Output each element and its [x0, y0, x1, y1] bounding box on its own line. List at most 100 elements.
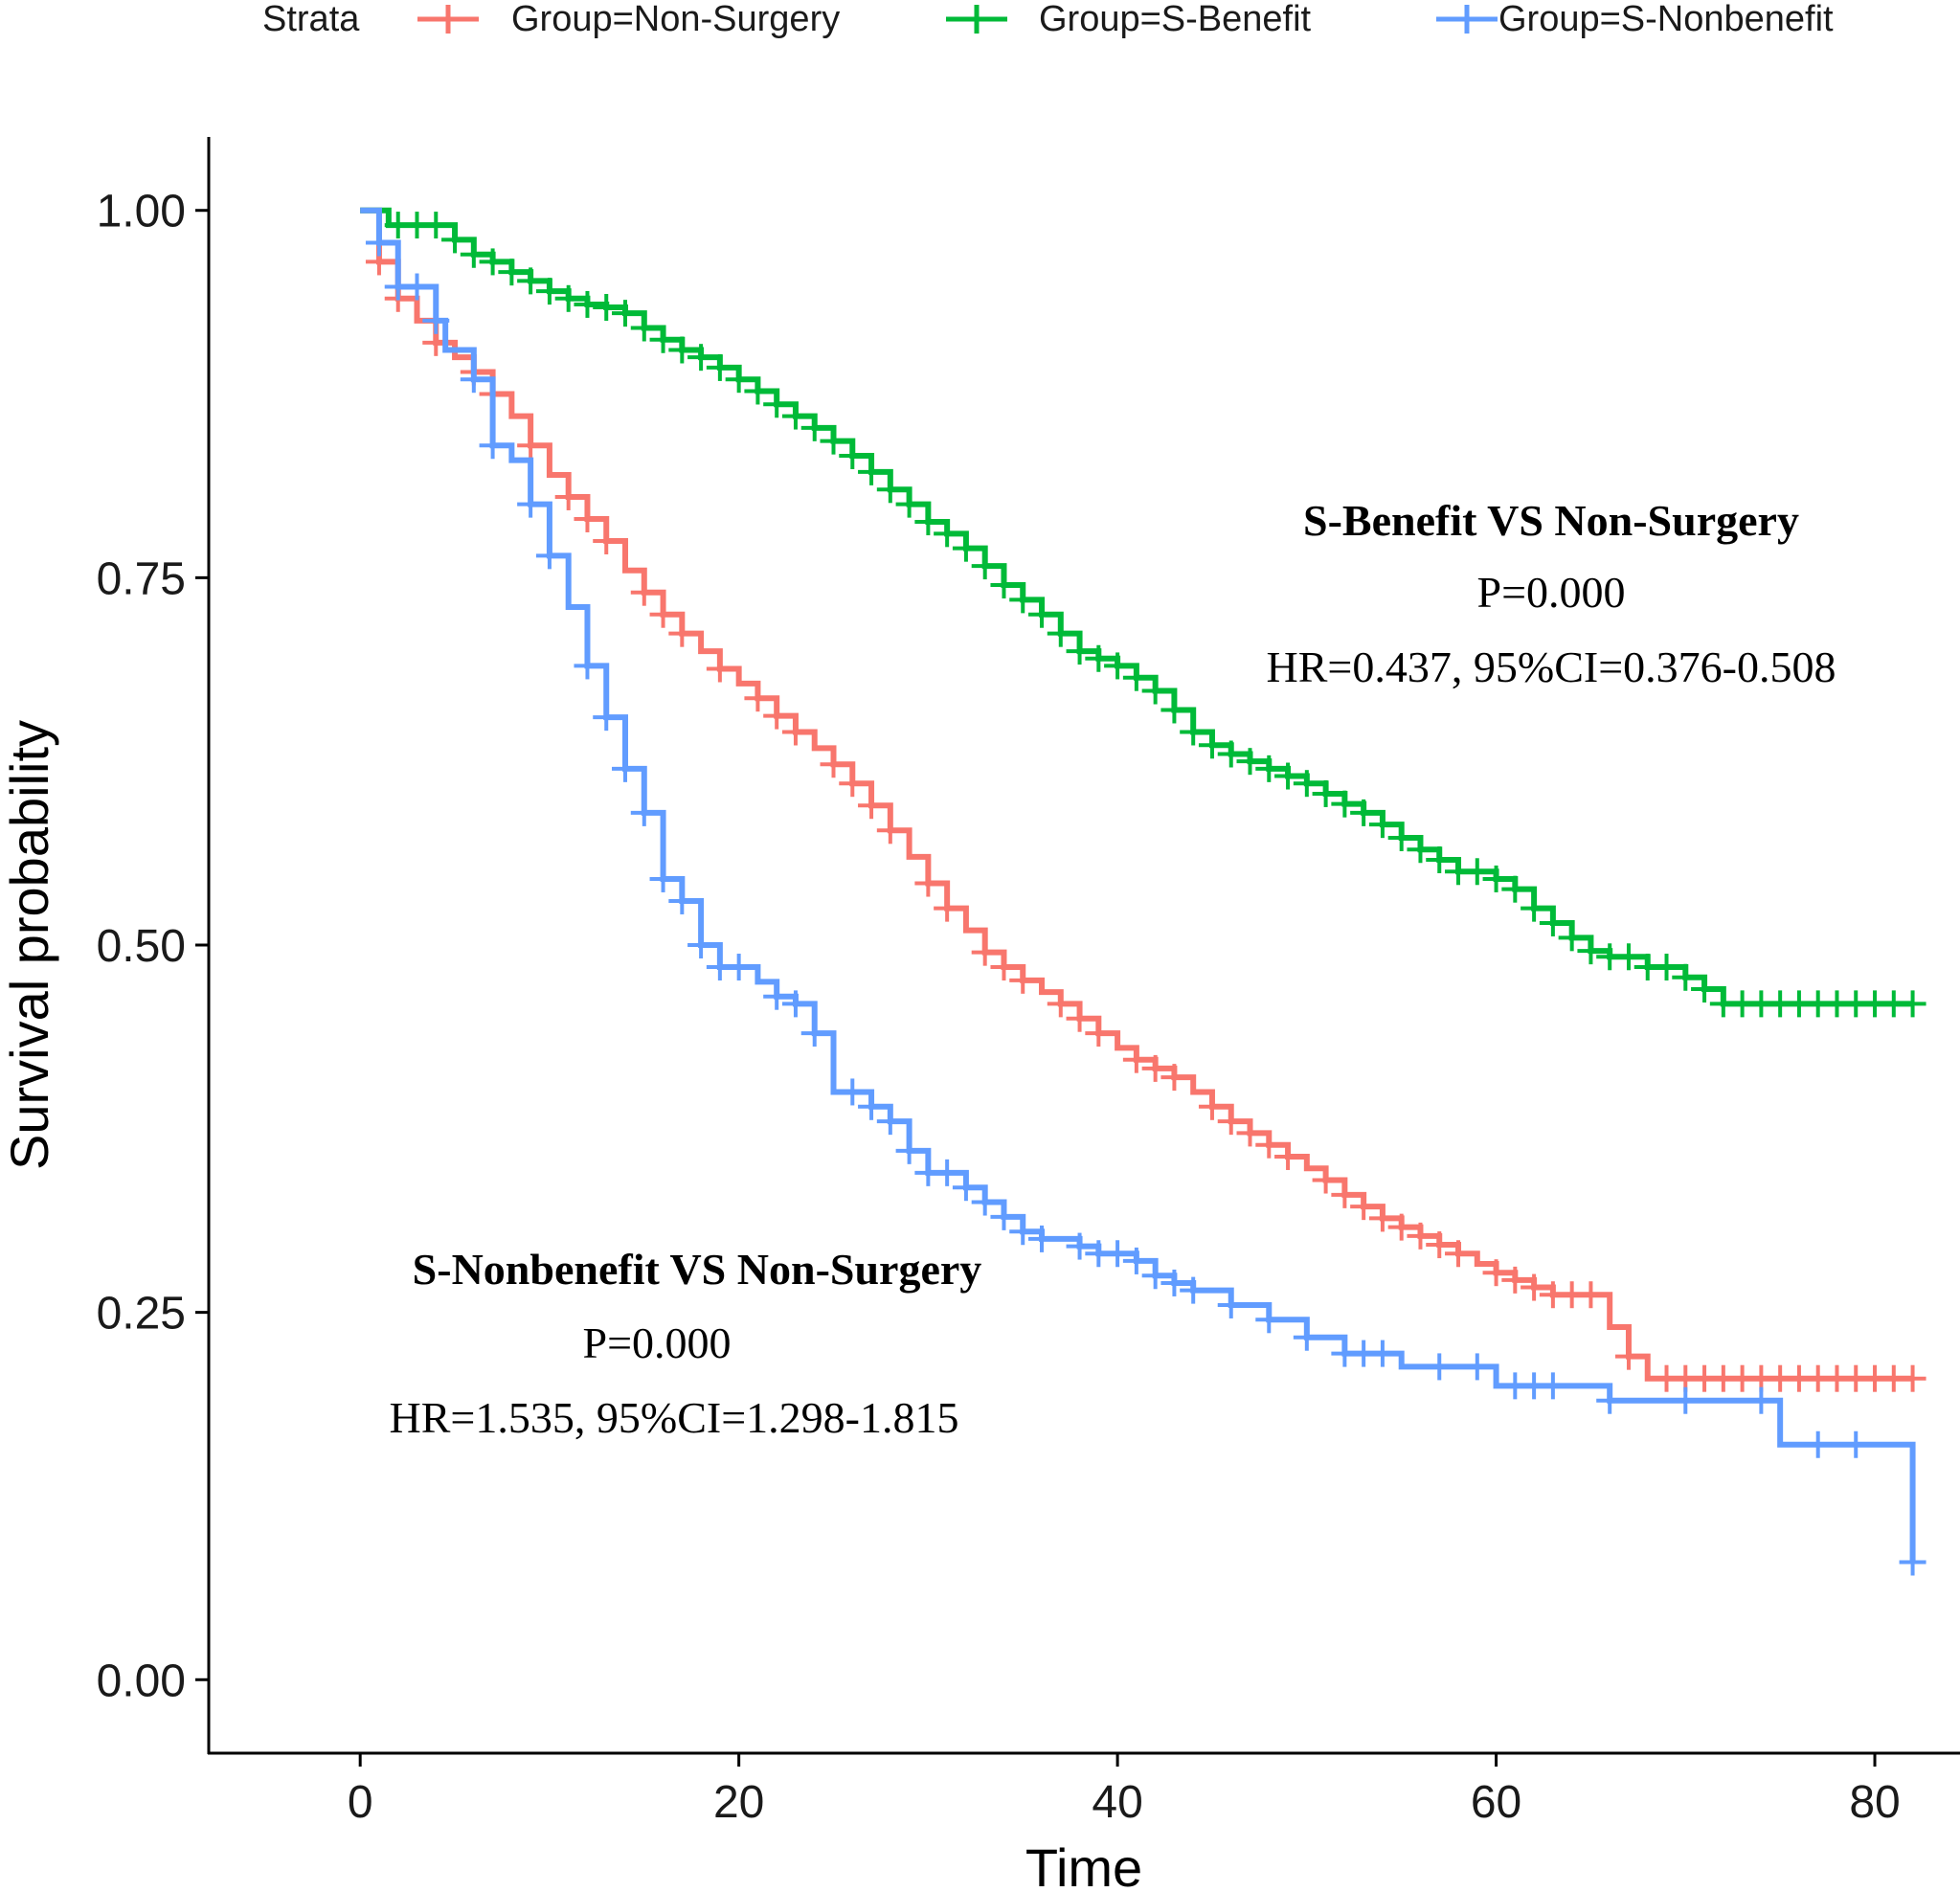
censor-mark-non-surgery [1331, 1181, 1359, 1208]
x-tick-label-0: 0 [348, 1777, 373, 1828]
legend-item-s-benefit: Group=S-Benefit [946, 0, 1312, 39]
censor-mark-s-benefit [441, 226, 469, 254]
censor-mark-s-nonbenefit [1141, 1262, 1169, 1290]
censor-mark-non-surgery [1255, 1131, 1283, 1159]
censor-mark-s-nonbenefit [460, 366, 487, 394]
censor-mark-s-benefit [1426, 845, 1453, 873]
censor-mark-s-benefit [687, 344, 715, 372]
censor-mark-non-surgery [876, 817, 904, 845]
censor-mark-non-surgery [1501, 1266, 1529, 1294]
legend-item-non-surgery: Group=Non-Surgery [417, 0, 840, 39]
censor-mark-s-nonbenefit [1842, 1430, 1870, 1458]
censor-mark-s-benefit [800, 414, 828, 441]
censor-mark-s-benefit [706, 353, 733, 381]
censor-mark-s-benefit [1217, 740, 1245, 768]
censor-mark-s-benefit [1104, 652, 1132, 680]
censor-mark-s-nonbenefit [593, 704, 620, 732]
x-axis-title: Time [1025, 1837, 1142, 1892]
censor-mark-s-benefit [1331, 790, 1359, 818]
censor-mark-s-nonbenefit [630, 799, 658, 826]
censor-mark-s-benefit [820, 427, 847, 455]
censor-mark-s-benefit [1312, 779, 1340, 807]
legend-item-s-nonbenefit: Group=S-Nonbenefit [1436, 0, 1834, 39]
censor-mark-non-surgery [1274, 1142, 1302, 1170]
censor-mark-s-benefit [1028, 600, 1056, 628]
censor-mark-s-nonbenefit [1160, 1269, 1188, 1296]
censor-mark-s-nonbenefit [612, 755, 640, 782]
censor-mark-s-benefit [839, 441, 867, 469]
censor-mark-s-nonbenefit [422, 306, 450, 334]
x-tick-label-20: 20 [713, 1777, 764, 1828]
series-s-nonbenefit [360, 207, 1926, 1576]
censor-mark-s-benefit [744, 377, 772, 405]
censor-mark-s-nonbenefit [1596, 1386, 1624, 1414]
censor-mark-non-surgery [1577, 1281, 1605, 1309]
series-s-benefit [360, 207, 1926, 1018]
annotation-s-nonbenefit-title: S-Nonbenefit VS Non-Surgery [413, 1245, 982, 1294]
censor-mark-non-surgery [1482, 1259, 1510, 1287]
censor-mark-s-benefit [1899, 990, 1926, 1018]
censor-mark-s-benefit [895, 490, 923, 518]
censor-mark-s-benefit [422, 212, 450, 239]
censor-mark-s-benefit [952, 534, 980, 562]
censor-mark-s-benefit [1085, 644, 1113, 672]
annotation-s-benefit: S-Benefit VS Non-Surgery P=0.000 HR=0.43… [1267, 496, 1836, 691]
censor-mark-non-surgery [1160, 1064, 1188, 1092]
censor-mark-non-surgery [820, 751, 847, 778]
y-tick-label-0.75: 0.75 [97, 553, 186, 604]
survival-curves [360, 207, 1926, 1576]
censor-mark-non-surgery [1312, 1166, 1340, 1194]
censor-mark-s-nonbenefit [1180, 1276, 1207, 1304]
censor-mark-s-nonbenefit [479, 432, 507, 460]
censor-mark-non-surgery [1387, 1213, 1415, 1241]
censor-mark-s-nonbenefit [1368, 1340, 1396, 1367]
censor-mark-s-benefit [535, 278, 563, 305]
censor-mark-non-surgery [630, 578, 658, 606]
censor-mark-non-surgery [1407, 1222, 1434, 1250]
censor-mark-s-nonbenefit [990, 1203, 1018, 1230]
censor-mark-s-nonbenefit [800, 1020, 828, 1047]
censor-mark-non-surgery [1445, 1240, 1473, 1268]
censor-mark-s-nonbenefit [1293, 1323, 1320, 1351]
censor-mark-s-benefit [725, 366, 753, 394]
censor-mark-non-surgery [934, 894, 961, 922]
censor-mark-s-nonbenefit [839, 1078, 867, 1106]
censor-mark-non-surgery [706, 655, 733, 683]
censor-mark-s-benefit [876, 476, 904, 504]
censor-mark-non-surgery [839, 770, 867, 798]
legend-label-s-benefit: Group=S-Benefit [1039, 0, 1312, 39]
censor-mark-s-nonbenefit [1217, 1291, 1245, 1318]
censor-mark-non-surgery [1899, 1364, 1926, 1392]
censor-mark-s-nonbenefit [535, 542, 563, 570]
annotation-s-benefit-p: P=0.000 [1476, 568, 1625, 617]
y-tick-label-0.25: 0.25 [97, 1289, 186, 1340]
censor-mark-s-nonbenefit [895, 1137, 923, 1164]
censor-mark-s-nonbenefit [1539, 1372, 1566, 1400]
censor-mark-s-nonbenefit [1899, 1548, 1926, 1576]
censor-mark-non-surgery [1141, 1054, 1169, 1082]
censor-mark-s-benefit [668, 336, 696, 364]
y-axis-title: Survival probability [0, 720, 59, 1170]
censor-mark-s-benefit [971, 552, 999, 580]
censor-mark-s-benefit [1558, 924, 1586, 952]
x-tick-label-60: 60 [1471, 1777, 1521, 1828]
censor-mark-s-benefit [1350, 799, 1378, 826]
censor-mark-s-benefit [1463, 858, 1491, 886]
legend-key-s-nonbenefit [1436, 5, 1498, 34]
censor-mark-s-benefit [517, 267, 545, 295]
censor-mark-non-surgery [1085, 1020, 1113, 1047]
censor-mark-non-surgery [554, 483, 582, 510]
censor-mark-s-benefit [858, 458, 886, 485]
censor-mark-s-benefit [1274, 762, 1302, 790]
censor-mark-s-nonbenefit [365, 229, 393, 257]
annotation-s-nonbenefit-p: P=0.000 [582, 1318, 731, 1367]
censor-mark-s-nonbenefit [517, 490, 545, 518]
censor-mark-s-nonbenefit [858, 1092, 886, 1120]
censor-mark-non-surgery [1009, 966, 1037, 994]
censor-mark-s-nonbenefit [649, 865, 677, 892]
series-non-surgery [360, 207, 1926, 1392]
censor-mark-s-nonbenefit [876, 1108, 904, 1136]
censor-mark-s-nonbenefit [1747, 1386, 1775, 1414]
censor-mark-s-benefit [1482, 865, 1510, 892]
censor-mark-s-benefit [781, 402, 809, 430]
